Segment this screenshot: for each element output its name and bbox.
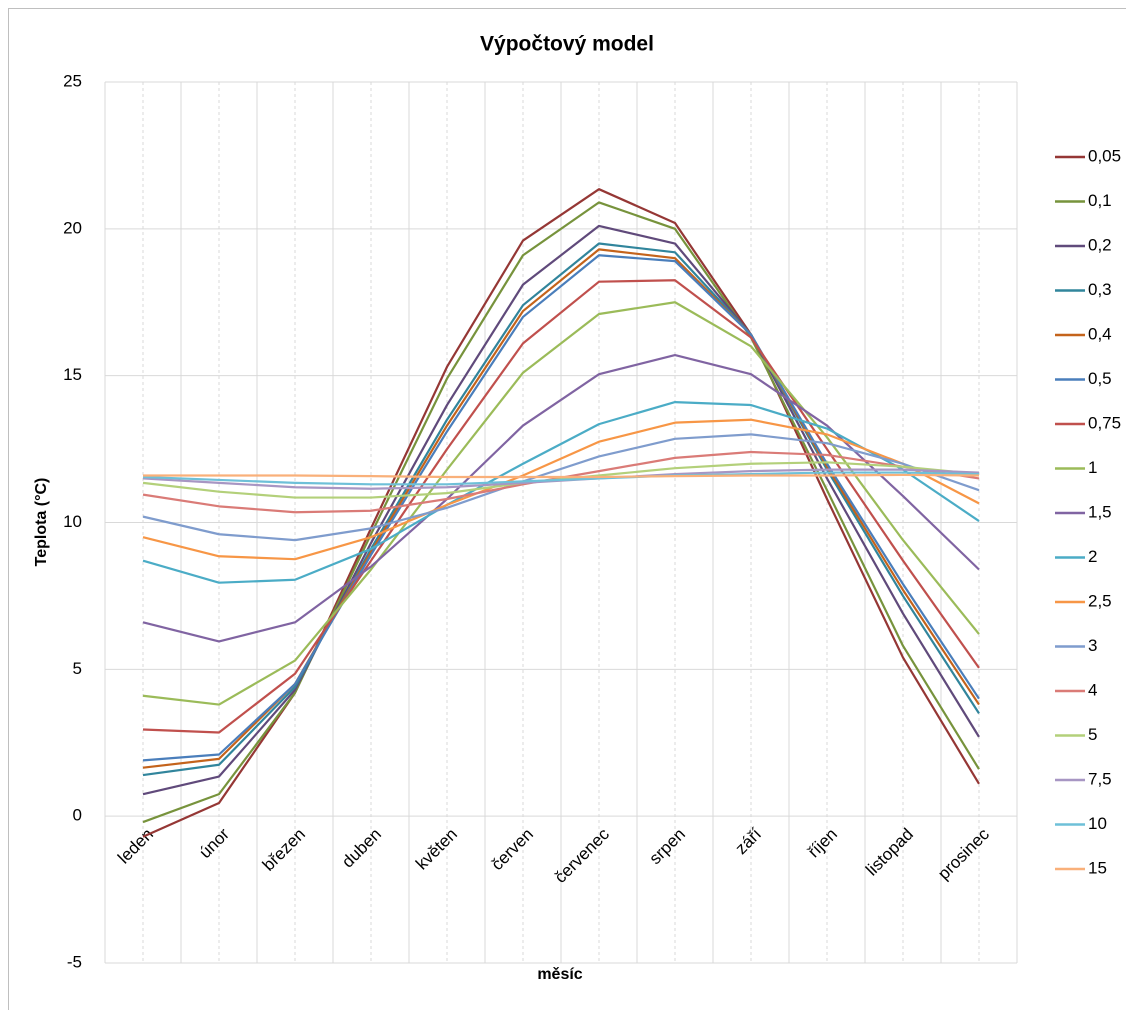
x-axis-label: měsíc (537, 966, 582, 983)
series-line (142, 354, 980, 643)
series-line (142, 201, 980, 824)
y-tick-label: 10 (63, 512, 82, 531)
series-line (142, 418, 980, 561)
series-line (142, 301, 980, 706)
y-tick-label: 0 (73, 806, 82, 825)
chart-frame (8, 8, 1126, 1010)
legend-label: 5 (1088, 725, 1097, 744)
series-line (142, 224, 980, 796)
y-tick-label: 15 (63, 365, 82, 384)
legend-label: 3 (1088, 636, 1097, 655)
legend-label: 0,2 (1088, 235, 1112, 254)
series-line (142, 471, 980, 486)
legend-label: 1 (1088, 458, 1097, 477)
y-tick-label: 25 (63, 71, 82, 90)
series-line (142, 400, 980, 584)
y-axis-label: Teplota (°C) (33, 478, 50, 567)
legend-label: 0,05 (1088, 146, 1121, 165)
legend-label: 7,5 (1088, 769, 1112, 788)
series-line (142, 279, 980, 734)
legend-label: 2,5 (1088, 591, 1112, 610)
y-tick-label: -5 (67, 952, 82, 971)
legend-label: 0,4 (1088, 324, 1112, 343)
y-tick-label: 20 (63, 218, 82, 237)
series-line (142, 242, 980, 777)
series-line (143, 473, 980, 479)
chart-title: Výpočtový model (480, 33, 654, 56)
legend-label: 10 (1088, 814, 1107, 833)
legend-label: 1,5 (1088, 502, 1112, 521)
legend-label: 0,5 (1088, 369, 1112, 388)
legend-label: 0,3 (1088, 280, 1112, 299)
legend-label: 0,75 (1088, 413, 1121, 432)
legend-label: 15 (1088, 858, 1107, 877)
series-line (142, 433, 980, 542)
legend-label: 0,1 (1088, 191, 1112, 210)
y-tick-label: 5 (73, 659, 82, 678)
legend-label: 2 (1088, 547, 1097, 566)
series-line (142, 254, 980, 762)
legend-label: 4 (1088, 680, 1097, 699)
